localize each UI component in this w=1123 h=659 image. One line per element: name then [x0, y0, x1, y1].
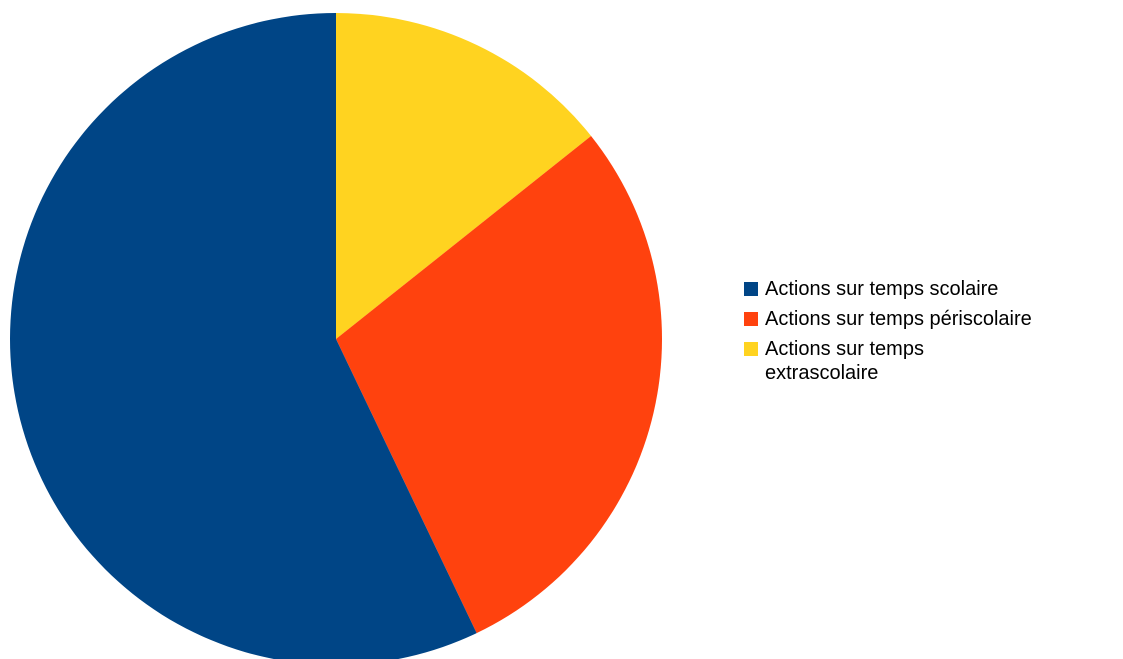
legend-label-periscolaire: Actions sur temps périscolaire [765, 308, 1032, 330]
legend-swatch-periscolaire [744, 312, 758, 326]
chart-legend: Actions sur temps scolaire Actions sur t… [744, 277, 1114, 391]
pie-slice-actions-sur-temps-periscolaire [336, 135, 663, 634]
pie-slice-actions-sur-temps-scolaire [10, 13, 477, 659]
legend-item-scolaire: Actions sur temps scolaire [744, 277, 1114, 301]
legend-swatch-extrascolaire [744, 342, 758, 356]
legend-label-extrascolaire: Actions sur temps extrascolaire [765, 338, 924, 384]
legend-label-scolaire: Actions sur temps scolaire [765, 278, 999, 300]
legend-swatch-scolaire [744, 282, 758, 296]
legend-item-extrascolaire: Actions sur temps extrascolaire [744, 337, 1114, 385]
legend-item-periscolaire: Actions sur temps périscolaire [744, 307, 1114, 331]
pie-slice-actions-sur-temps-extrascolaire [336, 13, 592, 339]
